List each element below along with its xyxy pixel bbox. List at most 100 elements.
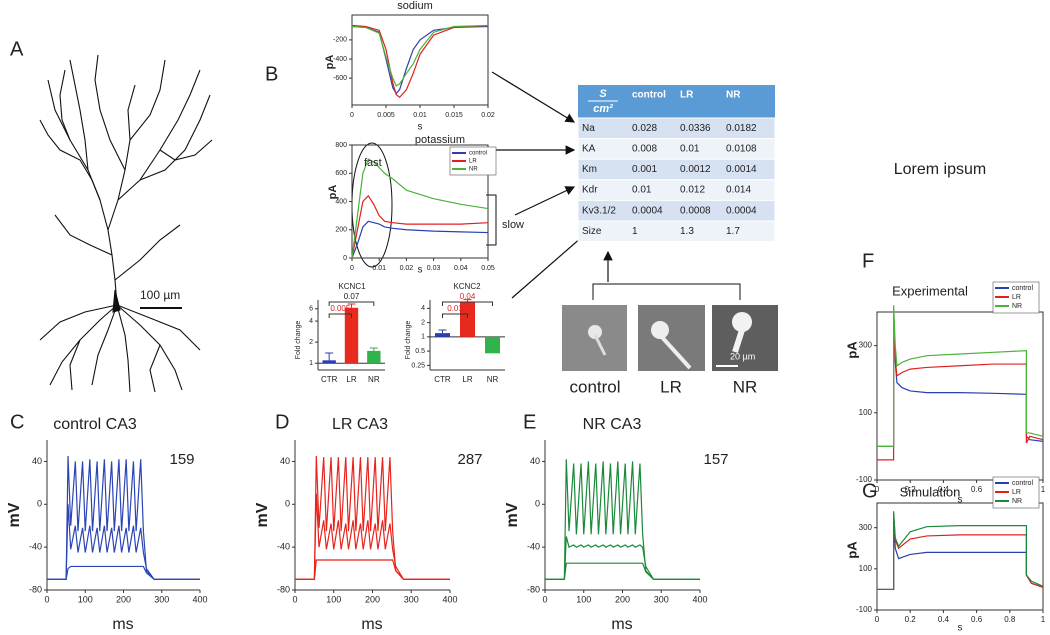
bar	[344, 307, 359, 364]
table-cell: 0.01	[680, 144, 700, 155]
y-tick-label: 0.5	[415, 348, 425, 355]
error-bar	[369, 347, 378, 351]
panel-label: G	[862, 480, 878, 502]
x-tick-label: LR	[346, 375, 356, 384]
series-line	[351, 25, 489, 95]
table-cell: 0.014	[726, 185, 751, 196]
y-tick-label: 0	[37, 499, 42, 509]
x-tick-label: 0.03	[427, 265, 441, 272]
y-tick-label: 600	[335, 170, 347, 177]
annotation: fast	[364, 157, 382, 169]
series-line	[877, 305, 1044, 447]
panel-label: F	[862, 250, 874, 272]
y-tick-label: 2	[421, 319, 425, 326]
legend-label: LR	[469, 159, 477, 165]
significance-bracket	[442, 313, 468, 318]
x-axis-label: ms	[112, 616, 133, 633]
x-axis-label: ms	[361, 616, 382, 633]
x-tick-label: 100	[326, 594, 341, 604]
table-cell: Km	[582, 164, 597, 175]
series-line	[295, 493, 450, 580]
legend-label: control	[469, 151, 487, 157]
table-cell: 0.012	[680, 185, 705, 196]
x-tick-label: 0.005	[377, 112, 395, 119]
bar	[460, 301, 475, 337]
x-tick-label: 0.8	[1004, 615, 1016, 624]
x-tick-label: 0.04	[454, 265, 468, 272]
bar	[485, 336, 500, 354]
table-cell: 0.0012	[680, 164, 711, 175]
scale-bar-label: 20 µm	[730, 351, 755, 361]
y-tick-label: -80	[527, 584, 540, 594]
plot-frame	[876, 502, 1044, 611]
table-cell: 0.008	[632, 144, 657, 155]
y-tick-label: 200	[335, 227, 347, 234]
series-line	[545, 536, 700, 580]
table-cell: 0.0004	[726, 205, 757, 216]
legend-label: LR	[1012, 489, 1021, 496]
table-cell: 0.001	[632, 164, 657, 175]
x-tick-label: 0.6	[971, 615, 983, 624]
x-tick-label: 200	[116, 594, 131, 604]
series-line	[545, 459, 700, 580]
y-tick-label: -200	[333, 37, 347, 44]
table-cell: 1.7	[726, 226, 740, 237]
x-tick-label: LR	[462, 375, 472, 384]
x-axis-label: s	[418, 122, 423, 133]
table-cell: 0.0182	[726, 123, 757, 134]
y-tick-label: 0	[343, 255, 347, 262]
x-tick-label: NR	[368, 375, 380, 384]
image-label: LR	[660, 377, 682, 396]
p-value: 0.07	[344, 292, 360, 301]
y-tick-label: -400	[333, 56, 347, 63]
slow-bracket	[486, 194, 497, 246]
error-bar	[438, 329, 447, 334]
y-tick-label: -100	[856, 605, 873, 614]
unit-denominator: cm²	[593, 103, 613, 115]
x-tick-label: 400	[442, 594, 457, 604]
y-tick-label: -40	[29, 542, 42, 552]
x-tick-label: 0	[542, 594, 547, 604]
table-cell: KA	[582, 144, 596, 155]
y-tick-label: 0.25	[411, 362, 425, 369]
y-tick-label: 40	[32, 456, 42, 466]
x-tick-label: 0	[350, 265, 354, 272]
series-line	[351, 24, 489, 99]
x-tick-label: 0.02	[400, 265, 414, 272]
x-tick-label: CTR	[434, 375, 451, 384]
table-column-header: LR	[680, 90, 694, 101]
image-label: NR	[733, 377, 758, 396]
y-tick-label: 100	[859, 408, 873, 417]
x-tick-label: 1	[1041, 485, 1046, 494]
spike-count: 159	[169, 451, 194, 468]
x-axis-label: s	[958, 623, 963, 634]
chart-title: sodium	[397, 0, 432, 12]
series-line	[545, 562, 700, 580]
x-tick-label: 0.01	[413, 112, 427, 119]
spike-count: 287	[457, 451, 482, 468]
table-column-header: control	[632, 90, 666, 101]
y-axis-label: pA	[844, 541, 859, 559]
x-tick-label: 0.2	[905, 615, 917, 624]
micrographs	[562, 305, 778, 371]
x-tick-label: 400	[192, 594, 207, 604]
y-axis-label: pA	[844, 341, 859, 359]
legend-label: NR	[1012, 498, 1022, 505]
y-tick-label: -600	[333, 75, 347, 82]
table-cell: Na	[582, 123, 595, 134]
legend-label: NR	[469, 167, 478, 173]
bar	[367, 350, 381, 364]
table-cell: 0.0004	[632, 205, 663, 216]
table-cell: Kdr	[582, 185, 598, 196]
x-tick-label: 0	[44, 594, 49, 604]
x-tick-label: 1	[1041, 615, 1046, 624]
table-cell: Size	[582, 226, 602, 237]
x-tick-label: 0.2	[905, 485, 917, 494]
x-tick-label: 0.4	[938, 615, 950, 624]
scale-bar-label: 100 µm	[140, 288, 180, 302]
y-tick-label: -100	[856, 475, 873, 484]
y-tick-label: 4	[421, 305, 425, 312]
x-tick-label: 0.05	[481, 265, 495, 272]
error-bar	[347, 303, 356, 308]
